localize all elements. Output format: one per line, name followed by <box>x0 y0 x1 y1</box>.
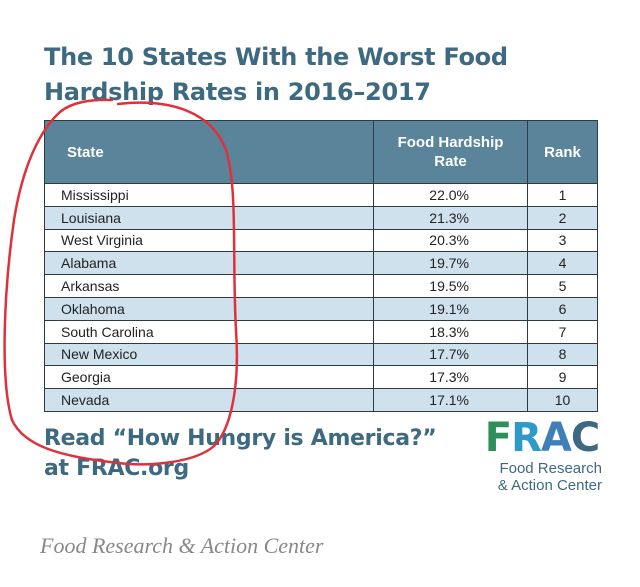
table-body: Mississippi 22.0% 1 Louisiana 21.3% 2 West Vir… <box>44 183 598 412</box>
cell-state: West Virginia <box>44 228 374 253</box>
food-hardship-table: State Food Hardship Rate Rank Mississipp… <box>44 120 598 412</box>
logo-letter-f: F <box>484 415 512 461</box>
table-row: Arkansas 19.5% 5 <box>44 274 598 298</box>
frac-logo: FRAC Food Research & Action Center <box>472 416 612 500</box>
cell-rank: 9 <box>527 365 598 390</box>
infographic-title: The 10 States With the Worst Food Hardsh… <box>44 43 508 106</box>
table-row: West Virginia 20.3% 3 <box>44 228 598 253</box>
cell-rate: 22.0% <box>373 183 528 207</box>
cell-rank: 2 <box>527 205 598 230</box>
frac-wordmark: FRAC <box>472 416 612 460</box>
logo-letter-c: C <box>570 415 600 461</box>
cell-rate: 17.3% <box>373 365 528 390</box>
logo-letter-a: A <box>540 415 572 461</box>
header-rank: Rank <box>527 120 598 184</box>
header-rate-label: Food Hardship Rate <box>397 134 504 170</box>
table-row: Alabama 19.7% 4 <box>44 251 598 276</box>
cell-state: Louisiana <box>44 205 374 230</box>
cell-state: Arkansas <box>44 274 374 298</box>
cell-state: Georgia <box>44 365 374 390</box>
cell-rate: 19.7% <box>373 251 528 276</box>
cell-rank: 1 <box>527 183 598 207</box>
cell-rank: 7 <box>527 319 598 344</box>
cell-rank: 6 <box>527 296 598 321</box>
table-row: Nevada 17.1% 10 <box>44 388 598 412</box>
table-header-row: State Food Hardship Rate Rank <box>44 120 598 184</box>
cell-rate: 20.3% <box>373 228 528 253</box>
cell-rank: 10 <box>527 388 598 412</box>
logo-subtitle-line1: Food Research <box>499 460 602 477</box>
header-food-hardship-rate: Food Hardship Rate <box>373 120 528 184</box>
cell-state: Mississippi <box>44 183 374 207</box>
cell-state: South Carolina <box>44 319 374 344</box>
logo-subtitle-line2: & Action Center <box>497 477 602 494</box>
cell-state: New Mexico <box>44 342 374 367</box>
cell-state: Nevada <box>44 388 374 412</box>
cell-rank: 3 <box>527 228 598 253</box>
cell-rank: 8 <box>527 342 598 367</box>
cell-state: Oklahoma <box>44 296 374 321</box>
table-row: South Carolina 18.3% 7 <box>44 319 598 344</box>
table-row: Louisiana 21.3% 2 <box>44 205 598 230</box>
table-row: New Mexico 17.7% 8 <box>44 342 598 367</box>
cell-rate: 17.1% <box>373 388 528 412</box>
header-state: State <box>44 120 374 184</box>
table-row: Mississippi 22.0% 1 <box>44 183 598 207</box>
table-row: Oklahoma 19.1% 6 <box>44 296 598 321</box>
read-report-callout: Read “How Hungry is America?” at FRAC.or… <box>44 426 437 481</box>
cell-rate: 17.7% <box>373 342 528 367</box>
image-caption: Food Research & Action Center <box>40 533 324 558</box>
cell-rate: 18.3% <box>373 319 528 344</box>
cell-rate: 21.3% <box>373 205 528 230</box>
cell-state: Alabama <box>44 251 374 276</box>
cell-rate: 19.5% <box>373 274 528 298</box>
cell-rank: 4 <box>527 251 598 276</box>
table-row: Georgia 17.3% 9 <box>44 365 598 390</box>
cell-rate: 19.1% <box>373 296 528 321</box>
cell-rank: 5 <box>527 274 598 298</box>
logo-letter-r: R <box>511 415 542 461</box>
